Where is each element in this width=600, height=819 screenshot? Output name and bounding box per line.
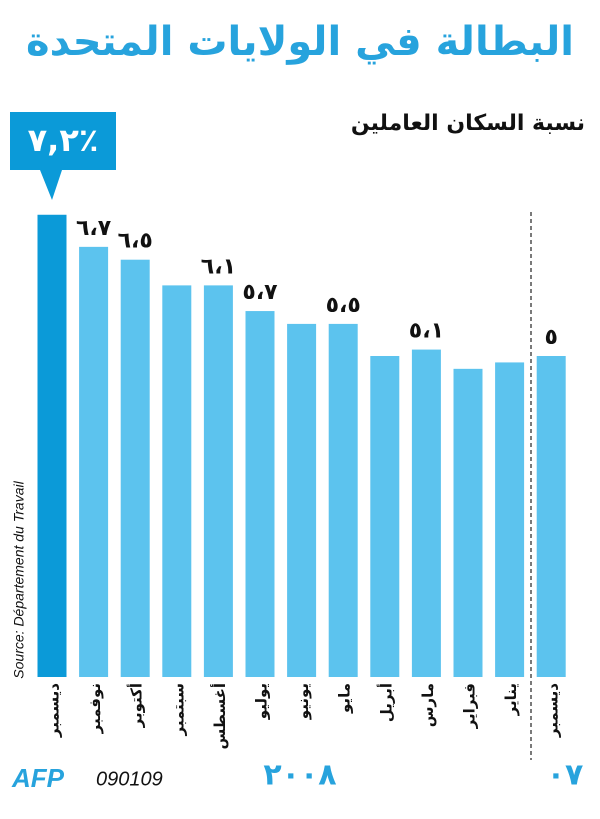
bar: [79, 246, 109, 678]
x-tick-label: فبراير: [461, 683, 479, 729]
x-tick-label: مايو: [336, 683, 354, 714]
callout-box: [10, 112, 116, 200]
source: Source: Département du Travail: [11, 480, 27, 678]
x-tick-label: أغسطس: [210, 683, 229, 749]
x-tick-label: سبتمبر: [169, 683, 187, 737]
x-tick-label: يونيو: [294, 683, 312, 720]
value-label: ٧,٢٪: [28, 121, 99, 159]
bar: [495, 362, 525, 677]
value-label: ٥،١: [409, 319, 444, 344]
value-label: ٦،٧: [76, 216, 112, 241]
value-label: ٥: [544, 325, 557, 350]
year-label: ٢٠٠٨: [263, 758, 336, 793]
x-tick-label: يوليو: [253, 683, 271, 720]
x-tick-label: نوفمبر: [86, 683, 104, 734]
x-tick-label: مارس: [419, 683, 437, 727]
bar: [245, 311, 275, 677]
x-tick-label: يناير: [502, 683, 520, 716]
x-tick-label: أبريل: [376, 683, 395, 722]
bar: [162, 285, 192, 677]
chart-subtitle: نسبة السكان العاملين: [351, 111, 585, 136]
value-label: ٥،٥: [326, 293, 361, 318]
bar: [370, 356, 400, 677]
value-label: ٥،٧: [242, 280, 278, 305]
bar: [287, 323, 317, 677]
x-tick-label: ديسمبر: [544, 683, 562, 738]
value-label: ٦،٥: [118, 229, 153, 254]
x-tick-label: ديسمبر: [45, 683, 63, 738]
bar: [37, 214, 67, 677]
bar: [536, 356, 566, 677]
value-label: ٦،١: [201, 254, 236, 279]
chart-title: البطالة في الولايات المتحدة: [26, 19, 574, 65]
credit-logo: AFP: [11, 763, 65, 793]
code: 090109: [96, 768, 163, 790]
bar: [203, 285, 233, 677]
bar: [328, 323, 358, 677]
bar: [120, 259, 150, 677]
bar: [453, 368, 483, 677]
bar: [411, 349, 441, 677]
year-label: ٠٧: [547, 758, 584, 793]
x-tick-label: أكتوبر: [127, 683, 146, 728]
